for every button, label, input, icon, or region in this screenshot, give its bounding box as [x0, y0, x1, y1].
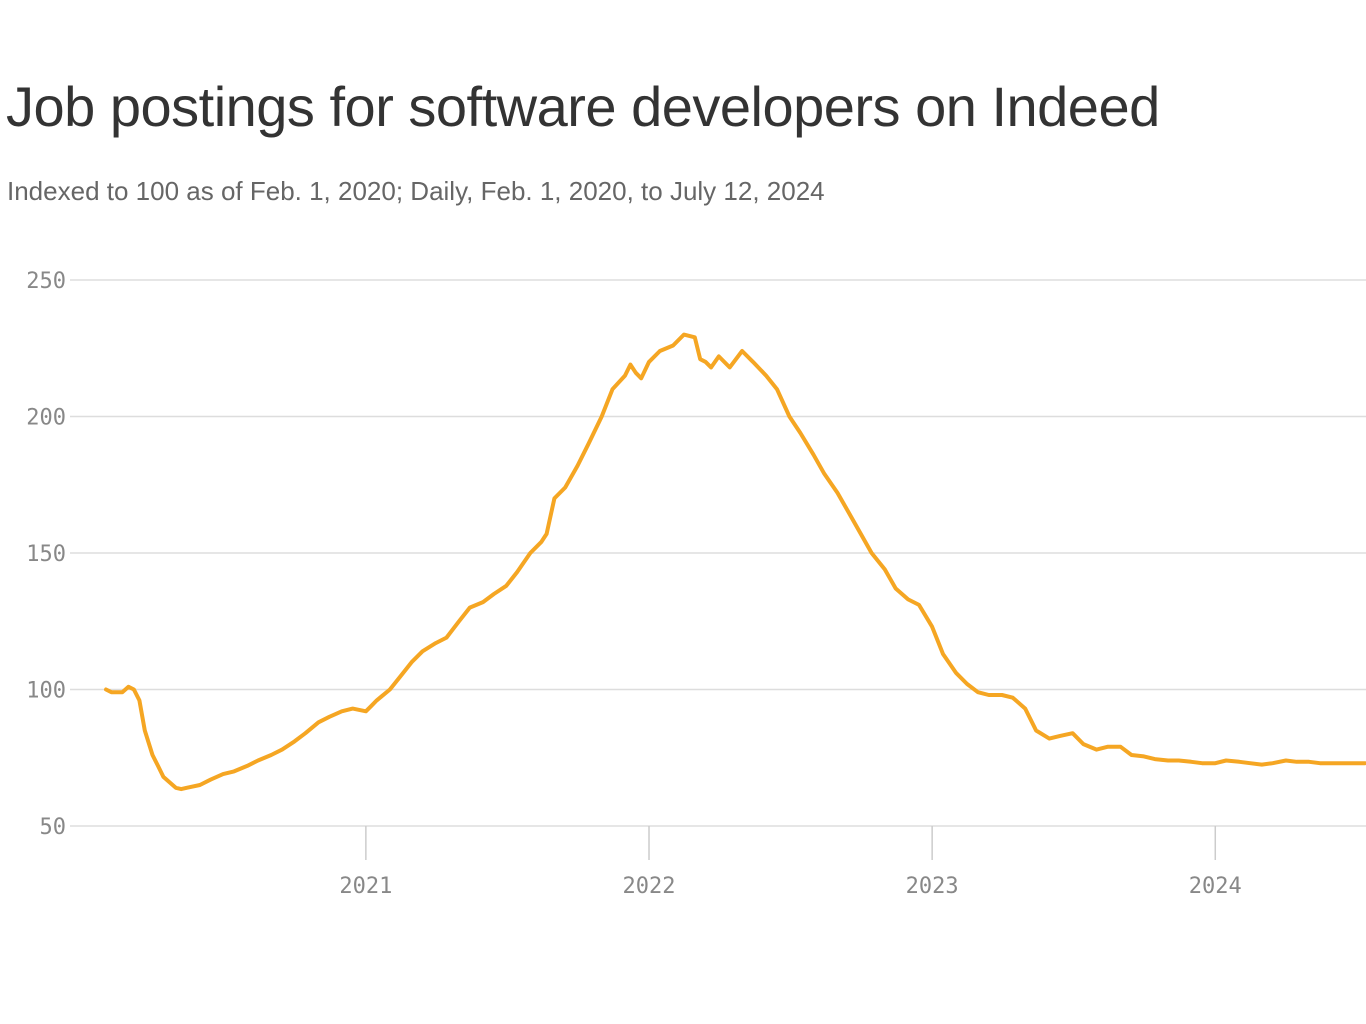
y-tick-label-150: 150	[26, 542, 66, 567]
y-tick-label-100: 100	[26, 679, 66, 704]
y-tick-label-200: 200	[26, 406, 66, 431]
x-tick-label-2024: 2024	[1189, 874, 1242, 899]
series-line-0	[104, 332, 1366, 792]
y-tick-label-50: 50	[40, 815, 67, 840]
page-subtitle: Indexed to 100 as of Feb. 1, 2020; Daily…	[7, 176, 825, 206]
x-tick-label-2021: 2021	[339, 874, 392, 899]
y-axis-tick-labels: 50 100 150 200 250	[26, 269, 66, 840]
x-axis-ticks: 2021 2022 2023 2024	[339, 826, 1242, 899]
series-layer	[104, 332, 1366, 792]
y-tick-label-250: 250	[26, 269, 66, 294]
x-tick-label-2023: 2023	[906, 874, 959, 899]
x-tick-label-2022: 2022	[623, 874, 676, 899]
grid-lines	[70, 279, 1366, 827]
page-title: Job postings for software developers on …	[6, 75, 1160, 138]
